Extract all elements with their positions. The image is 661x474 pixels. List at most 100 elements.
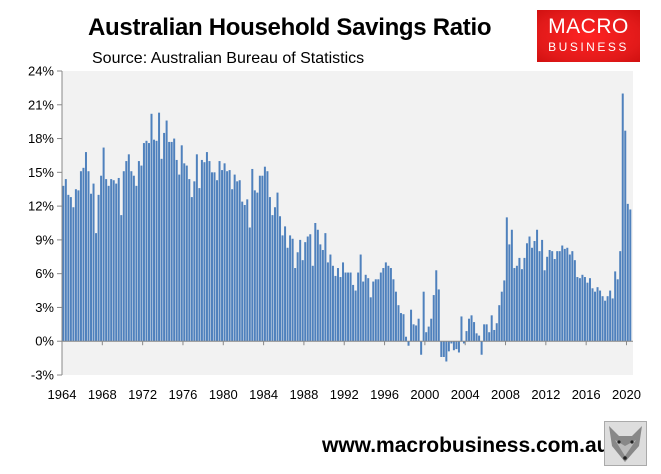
bar (221, 170, 224, 342)
x-tick-label: 1972 (128, 387, 157, 402)
bar (359, 254, 362, 342)
fox-head-icon (604, 421, 647, 466)
bar (520, 269, 523, 342)
bar (301, 260, 304, 342)
bar (614, 271, 617, 342)
bar (480, 341, 483, 355)
bar (90, 193, 93, 342)
bar (553, 259, 556, 342)
bar (425, 332, 428, 342)
bar (452, 341, 455, 351)
bar (100, 175, 103, 342)
bar (77, 190, 80, 342)
bar (231, 189, 234, 342)
bar (490, 315, 493, 342)
bar (594, 291, 597, 342)
bar (372, 281, 375, 342)
chart-subtitle: Source: Australian Bureau of Statistics (92, 50, 365, 67)
bar (500, 291, 503, 342)
bar (556, 251, 559, 342)
bar (284, 226, 287, 342)
bar (533, 241, 536, 342)
bar (437, 289, 440, 342)
bar (354, 290, 357, 342)
bar (367, 278, 370, 342)
bar (558, 251, 561, 342)
bar (445, 341, 448, 362)
bar (503, 280, 506, 342)
bar (87, 171, 90, 342)
bar (493, 329, 496, 342)
bar (523, 257, 526, 342)
bar (483, 324, 486, 342)
bar (604, 300, 607, 342)
bar (120, 215, 123, 342)
bar (621, 93, 624, 342)
bar (412, 324, 415, 342)
bar (188, 179, 191, 342)
bar (165, 120, 168, 342)
bar (548, 250, 551, 342)
bar (581, 274, 584, 342)
bar (79, 171, 82, 342)
bar (175, 159, 178, 342)
bar (273, 207, 276, 342)
bar (551, 251, 554, 342)
bar (304, 242, 307, 342)
bar (377, 279, 380, 342)
bar (122, 171, 125, 342)
bar (95, 233, 98, 342)
bar (258, 175, 261, 342)
bar (163, 132, 166, 342)
bar (510, 229, 513, 342)
bar (397, 305, 400, 342)
logo-line2: BUSINESS (548, 40, 629, 54)
bar (384, 262, 387, 342)
logo-line1: MACRO (548, 15, 629, 38)
bar (261, 175, 264, 342)
bar (74, 189, 77, 342)
bar (271, 215, 274, 342)
bar (475, 333, 478, 342)
bar (415, 325, 418, 342)
bar (296, 252, 299, 342)
bar (442, 341, 445, 357)
bar (158, 112, 161, 342)
y-tick-label: -3% (31, 368, 55, 383)
bar (72, 207, 75, 342)
bar (266, 171, 269, 342)
bar (185, 165, 188, 342)
bar (155, 140, 158, 342)
y-tick-label: 6% (35, 266, 54, 281)
bar (311, 265, 314, 342)
bar (142, 143, 145, 342)
bar (203, 162, 206, 342)
bar (190, 197, 193, 342)
bar (195, 154, 198, 342)
bar (568, 254, 571, 342)
bar (294, 268, 297, 342)
bar (279, 216, 282, 342)
bar (334, 275, 337, 342)
bar (473, 322, 476, 342)
bar (107, 185, 110, 342)
bar (347, 272, 350, 342)
bar (465, 331, 468, 342)
bar (505, 217, 508, 342)
bar (399, 313, 402, 342)
x-tick-label: 1976 (168, 387, 197, 402)
bar (69, 197, 72, 342)
x-tick-label: 1980 (209, 387, 238, 402)
x-tick-label: 2000 (410, 387, 439, 402)
bar (571, 251, 574, 342)
bar (457, 341, 460, 353)
bar (432, 295, 435, 342)
bar (402, 314, 405, 342)
bar (198, 188, 201, 342)
x-tick-label: 2020 (612, 387, 641, 402)
bar (137, 161, 140, 342)
bar (306, 236, 309, 342)
bar (407, 341, 410, 346)
bar (205, 152, 208, 342)
x-tick-label: 1984 (249, 387, 278, 402)
